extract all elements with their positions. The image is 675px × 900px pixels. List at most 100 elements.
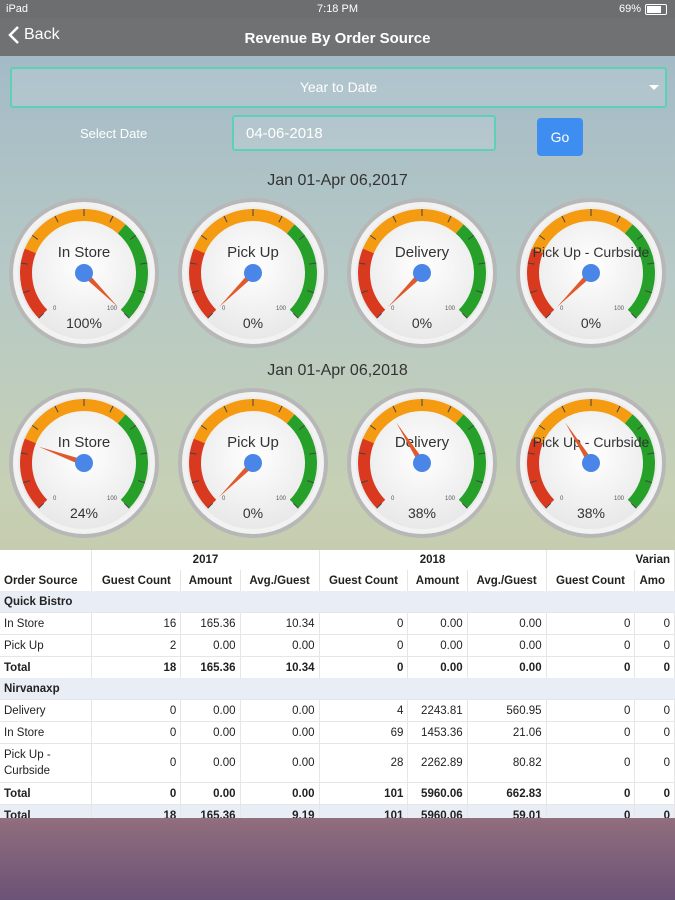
gauge-needle xyxy=(219,270,256,307)
order-source-cell: Pick Up - Curbside xyxy=(0,743,93,783)
gauge-tick xyxy=(447,215,452,223)
table-cell: 0 xyxy=(546,804,636,818)
table-cell: 4 xyxy=(319,699,409,722)
gauge-max-label: 100 xyxy=(107,306,118,312)
gauge-tick xyxy=(223,215,228,223)
gauge-tick xyxy=(31,234,39,240)
table-cell: 0 xyxy=(91,743,182,783)
gauge-needle xyxy=(396,422,425,465)
column-header: Order Source xyxy=(0,570,93,591)
gauge-tick xyxy=(109,215,114,223)
gauge-tick xyxy=(476,480,484,484)
gauge-value: 0% xyxy=(581,315,601,331)
table-cell: 69 xyxy=(319,721,409,744)
table-cell: 0 xyxy=(91,721,182,744)
gauge-tick xyxy=(545,502,552,509)
table-cell: 0 xyxy=(634,699,675,722)
gauge-band xyxy=(117,224,149,319)
gauge-hub xyxy=(244,264,262,282)
revenue-table: 2017 2018 Varian Order Source Guest Coun… xyxy=(0,550,675,818)
period-label-2017: Jan 01-Apr 06,2017 xyxy=(267,172,408,189)
chevron-left-icon xyxy=(8,26,19,44)
table-cell: 2262.89 xyxy=(407,743,468,783)
year-header-row: 2017 2018 Varian xyxy=(0,550,675,570)
column-header: Amount xyxy=(407,570,468,591)
gauge-needle xyxy=(81,270,118,307)
gauge-label: Pick Up - Curbside xyxy=(533,244,650,260)
gauge-max-label: 100 xyxy=(276,496,287,502)
gauge-max-label: 100 xyxy=(445,306,456,312)
table-row: Pick Up 2 0.00 0.00 0 0.00 0.00 0 0 xyxy=(0,634,675,657)
gauge-label: In Store xyxy=(58,434,111,451)
table-cell: 101 xyxy=(319,804,409,818)
table-cell: 0.00 xyxy=(407,634,468,657)
gauge-tick xyxy=(54,405,59,413)
gauge-tick xyxy=(292,502,299,509)
gauge-in-store-2018: 0 100 In Store 24% xyxy=(7,386,161,540)
gauge-band xyxy=(117,414,149,509)
gauge-band xyxy=(362,399,464,444)
gauge-tick xyxy=(309,452,317,455)
gauge-tick xyxy=(20,262,28,265)
gauge-max-label: 100 xyxy=(276,306,287,312)
table-cell: 0.00 xyxy=(240,743,320,783)
date-input[interactable] xyxy=(232,115,496,151)
gauge-tick xyxy=(636,424,644,430)
table-cell: 0 xyxy=(546,721,636,744)
gauge-band xyxy=(286,414,317,509)
column-header: Guest Count xyxy=(546,570,636,591)
gauge-band xyxy=(24,399,126,444)
gauge-tick xyxy=(616,405,621,413)
table-cell: 560.95 xyxy=(467,699,547,722)
gauge-tick xyxy=(22,290,30,294)
column-header: Avg./Guest xyxy=(467,570,547,591)
gauge-tick xyxy=(645,290,653,294)
gauge-needle xyxy=(38,446,86,466)
table-cell: 0.00 xyxy=(240,634,320,657)
back-button[interactable]: Back xyxy=(8,26,60,44)
grand-total-row: Total 18 165.36 9.19 101 5960.06 59.01 0 0 xyxy=(0,804,675,818)
gauge-label: Pick Up xyxy=(227,244,279,261)
gauge-hub xyxy=(582,264,600,282)
table-cell: 0.00 xyxy=(240,782,320,805)
gauge-value: 38% xyxy=(408,505,436,521)
table-row: Pick Up - Curbside 0 0.00 0.00 28 2262.89 80.8… xyxy=(0,743,675,783)
table-cell: 1453.36 xyxy=(407,721,468,744)
period-dropdown[interactable]: Year to Date xyxy=(10,67,667,108)
column-header: Amo xyxy=(634,570,675,591)
gauge-tick xyxy=(278,405,283,413)
gauge-tick xyxy=(200,424,208,430)
gauge-band xyxy=(358,438,386,509)
gauge-tick xyxy=(140,452,148,455)
gauge-tick xyxy=(309,262,317,265)
gauge-in-store-2017: 0 100 In Store 100% xyxy=(7,196,161,350)
group-header-row: Nirvanaxp xyxy=(0,678,675,700)
gauge-band xyxy=(20,248,48,319)
order-source-cell: Delivery xyxy=(0,699,93,722)
table-cell: 0.00 xyxy=(240,721,320,744)
group-name: Quick Bistro xyxy=(0,591,675,613)
navigation-bar: Back Revenue By Order Source xyxy=(0,18,675,56)
table-cell: 0.00 xyxy=(467,612,547,635)
period-dropdown-value: Year to Date xyxy=(299,79,378,95)
gauge-tick xyxy=(461,312,468,319)
gauge-tick xyxy=(369,234,377,240)
back-label: Back xyxy=(24,26,60,43)
status-bar: iPad 7:18 PM 69% xyxy=(0,0,675,18)
go-button[interactable]: Go xyxy=(537,118,583,156)
gauge-min-label: 0 xyxy=(53,496,57,502)
gauge-tick xyxy=(360,480,368,484)
gauge-tick xyxy=(561,405,566,413)
year-header-variance: Varian xyxy=(546,550,675,570)
gauge-tick xyxy=(527,452,535,455)
gauge-tick xyxy=(292,312,299,319)
table-cell: 0 xyxy=(91,782,182,805)
gauge-pick-up-2017: 0 100 Pick Up 0% xyxy=(176,196,330,350)
table-cell: 80.82 xyxy=(467,743,547,783)
revenue-table-container[interactable]: 2017 2018 Varian Order Source Guest Coun… xyxy=(0,550,675,818)
table-cell: 10.34 xyxy=(240,656,320,678)
gauge-band xyxy=(193,399,295,444)
order-source-cell: In Store xyxy=(0,612,93,635)
gauge-label: In Store xyxy=(58,244,111,261)
gauge-band xyxy=(286,224,317,319)
